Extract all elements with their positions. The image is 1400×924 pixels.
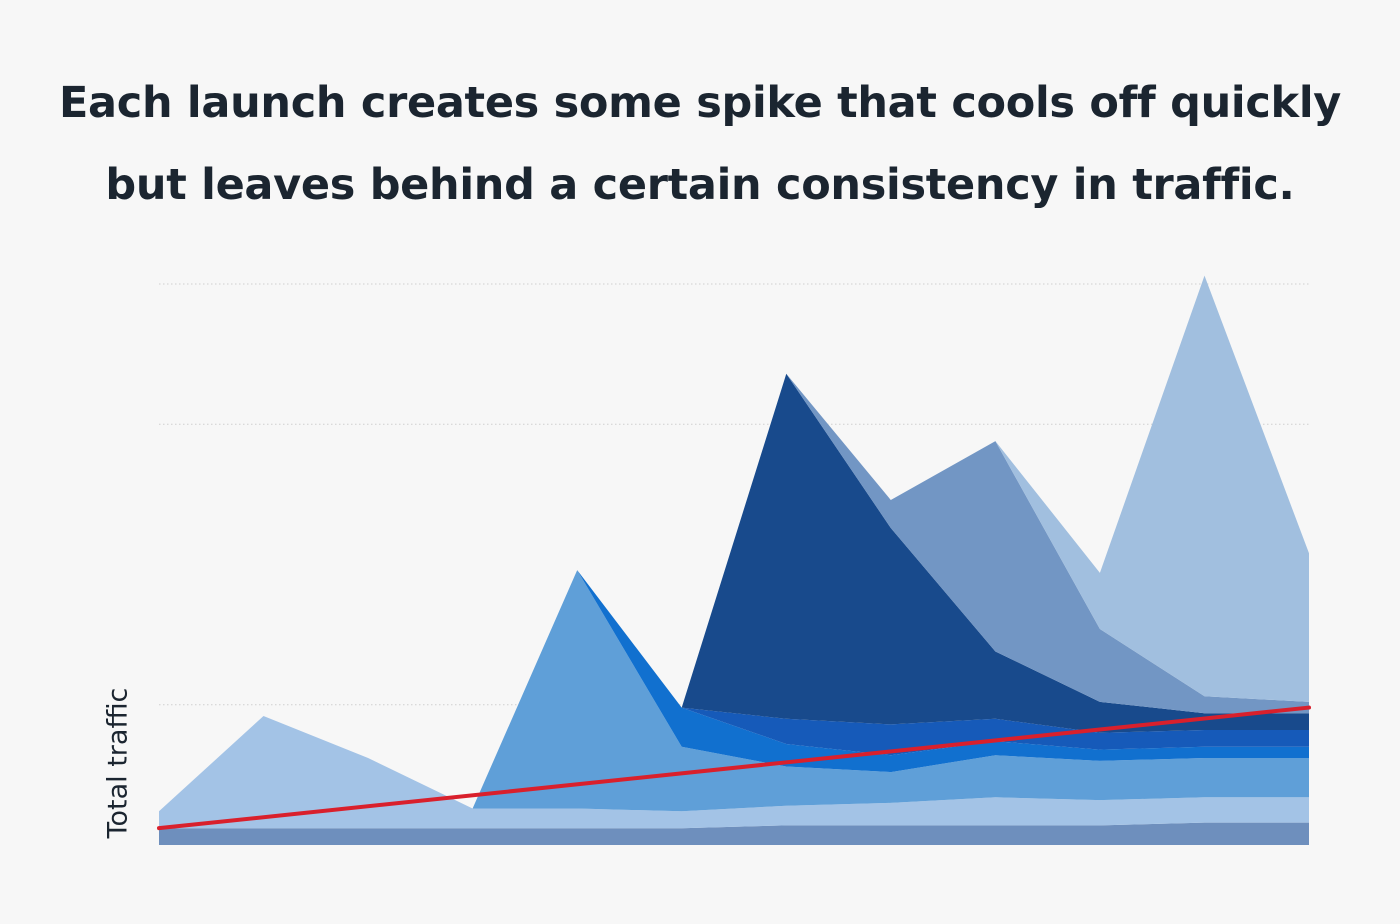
area-series-6	[159, 373, 1309, 812]
trend-line	[157, 705, 1311, 831]
area-series	[159, 275, 1309, 845]
area-series-4	[159, 570, 1309, 812]
area-series-7	[159, 373, 1309, 812]
chart-title-line-2: but leaves behind a certain consistency …	[105, 160, 1295, 210]
area-series-3	[159, 570, 1309, 812]
y-axis-label: Total traffic	[102, 687, 134, 839]
chart-title: Each launch creates some spike that cool…	[0, 62, 1400, 226]
area-series-1	[159, 822, 1309, 845]
area-series-8	[159, 275, 1309, 812]
trend-line-group	[157, 705, 1311, 831]
area-series-2	[159, 716, 1309, 829]
chart-title-line-1: Each launch creates some spike that cool…	[58, 78, 1342, 128]
